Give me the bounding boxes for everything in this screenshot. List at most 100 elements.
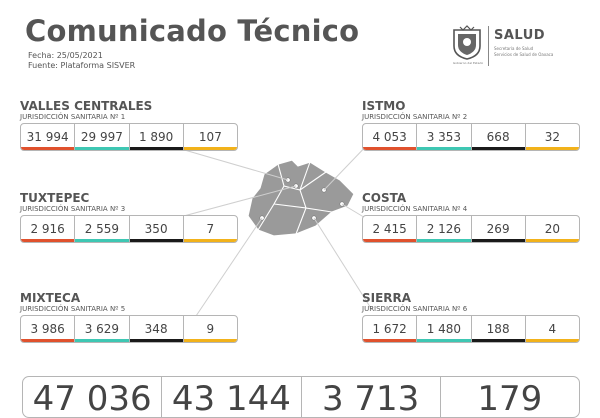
- region-valles-centrales: VALLES CENTRALES JURISDICCIÓN SANITARIA …: [20, 100, 238, 151]
- stat-bar: [75, 239, 129, 242]
- stat-cell: 350: [129, 216, 184, 242]
- region-name: ISTMO: [362, 99, 406, 113]
- region-stats-card: 2 916 2 559 350 7: [20, 215, 238, 243]
- salud-logo: Gobierno del Estado SALUD Secretaría de …: [450, 24, 580, 68]
- stat-value: 20: [544, 222, 561, 236]
- region-istmo: ISTMO JURISDICCIÓN SANITARIA Nº 2 4 053 …: [362, 100, 580, 151]
- stat-bar: [363, 339, 417, 342]
- stat-bar: [21, 339, 75, 342]
- stat-cell: 2 126: [417, 216, 472, 242]
- stat-value: 269: [486, 222, 510, 236]
- region-name: SIERRA: [362, 291, 412, 305]
- region-name: MIXTECA: [20, 291, 81, 305]
- region-jurisdiction: JURISDICCIÓN SANITARIA Nº 2: [362, 113, 468, 121]
- stat-cell: 1 890: [129, 124, 184, 150]
- oaxaca-map-icon: [247, 159, 355, 237]
- stat-value: 1 480: [426, 322, 462, 336]
- stat-cell: 3 353: [417, 124, 472, 150]
- region-stats-card: 2 415 2 126 269 20: [362, 215, 580, 243]
- region-jurisdiction: JURISDICCIÓN SANITARIA Nº 1: [20, 113, 126, 121]
- seal-caption: Gobierno del Estado: [452, 61, 484, 65]
- total-value: 43 144: [162, 377, 302, 417]
- stat-cell: 7: [183, 216, 237, 242]
- region-sierra: SIERRA JURISDICCIÓN SANITARIA Nº 6 1 672…: [362, 292, 580, 343]
- stat-cell: 188: [471, 316, 526, 342]
- stat-bar: [525, 147, 579, 150]
- stat-cell: 2 415: [363, 216, 418, 242]
- stat-value: 4: [548, 322, 557, 336]
- stat-value: 2 415: [372, 222, 407, 236]
- stat-cell: 3 629: [75, 316, 130, 342]
- stat-cell: 29 997: [75, 124, 130, 150]
- stat-value: 350: [144, 222, 168, 236]
- page-title: Comunicado Técnico: [25, 14, 360, 48]
- stat-cell: 1 672: [363, 316, 418, 342]
- region-mixteca: MIXTECA JURISDICCIÓN SANITARIA Nº 5 3 98…: [20, 292, 238, 343]
- stat-value: 2 559: [84, 222, 120, 236]
- region-name: TUXTEPEC: [20, 191, 90, 205]
- stat-bar: [417, 239, 471, 242]
- stat-value: 31 994: [26, 130, 69, 144]
- stat-bar: [129, 339, 183, 342]
- stat-bar: [363, 239, 417, 242]
- stat-value: 1 672: [372, 322, 407, 336]
- region-stats-card: 4 053 3 353 668 32: [362, 123, 580, 151]
- stat-bar: [525, 239, 579, 242]
- stat-bar: [129, 147, 183, 150]
- stat-value: 4 053: [372, 130, 407, 144]
- stat-bar: [129, 239, 183, 242]
- region-stats-card: 1 672 1 480 188 4: [362, 315, 580, 343]
- stat-value: 7: [206, 222, 215, 236]
- region-jurisdiction: JURISDICCIÓN SANITARIA Nº 6: [362, 305, 468, 313]
- stat-bar: [417, 147, 471, 150]
- stat-value: 3 986: [30, 322, 65, 336]
- stat-value: 188: [486, 322, 510, 336]
- total-value: 47 036: [23, 377, 163, 417]
- stat-bar: [21, 147, 75, 150]
- oaxaca-seal-icon: [453, 25, 481, 60]
- logo-divider: [488, 26, 489, 66]
- stat-cell: 2 916: [21, 216, 76, 242]
- logo-subtitle-1: Secretaría de Salud: [494, 46, 534, 51]
- stat-cell: 668: [471, 124, 526, 150]
- stat-bar: [471, 147, 525, 150]
- region-jurisdiction: JURISDICCIÓN SANITARIA Nº 3: [20, 205, 126, 213]
- stat-value: 3 353: [426, 130, 462, 144]
- report-date: Fecha: 25/05/2021: [28, 51, 103, 60]
- stat-value: 107: [198, 130, 222, 144]
- region-tuxtepec: TUXTEPEC JURISDICCIÓN SANITARIA Nº 3 2 9…: [20, 192, 238, 243]
- region-name: COSTA: [362, 191, 407, 205]
- logo-subtitle-2: Servicios de Salud de Oaxaca: [494, 52, 554, 57]
- stat-value: 668: [486, 130, 510, 144]
- stat-bar: [75, 147, 129, 150]
- logo-name: SALUD: [494, 28, 546, 43]
- stat-bar: [417, 339, 471, 342]
- stat-bar: [471, 339, 525, 342]
- stat-cell: 31 994: [21, 124, 76, 150]
- stat-value: 9: [206, 322, 215, 336]
- stat-cell: 2 559: [75, 216, 130, 242]
- stat-value: 2 916: [30, 222, 65, 236]
- stat-cell: 107: [183, 124, 237, 150]
- region-jurisdiction: JURISDICCIÓN SANITARIA Nº 4: [362, 205, 468, 213]
- stat-value: 1 890: [138, 130, 174, 144]
- region-name: VALLES CENTRALES: [20, 99, 153, 113]
- region-stats-card: 31 994 29 997 1 890 107: [20, 123, 238, 151]
- stat-bar: [183, 239, 237, 242]
- stat-bar: [183, 339, 237, 342]
- total-value: 3 713: [302, 377, 441, 417]
- stat-value: 3 629: [84, 322, 120, 336]
- stat-value: 32: [544, 130, 561, 144]
- stat-bar: [21, 239, 75, 242]
- stat-cell: 9: [183, 316, 237, 342]
- stat-bar: [183, 147, 237, 150]
- state-totals-card: 47 036 43 144 3 713 179: [22, 376, 580, 418]
- region-costa: COSTA JURISDICCIÓN SANITARIA Nº 4 2 415 …: [362, 192, 580, 243]
- stat-bar: [75, 339, 129, 342]
- stat-cell: 4 053: [363, 124, 418, 150]
- stat-cell: 20: [525, 216, 579, 242]
- stat-bar: [525, 339, 579, 342]
- report-source: Fuente: Plataforma SISVER: [28, 61, 136, 70]
- stat-value: 29 997: [80, 130, 123, 144]
- stat-cell: 4: [525, 316, 579, 342]
